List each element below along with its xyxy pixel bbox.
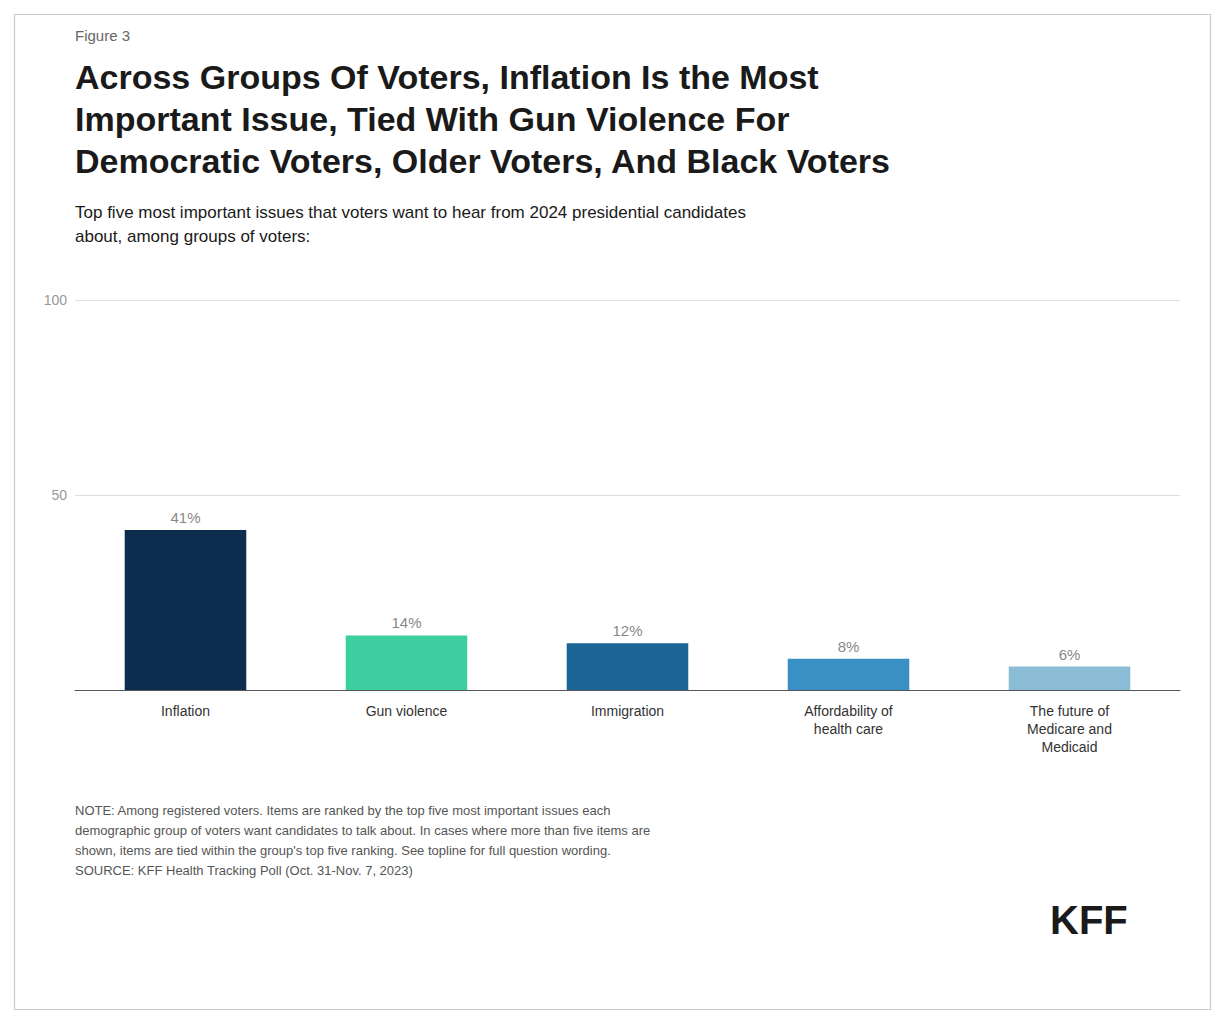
svg-text:KFF: KFF bbox=[1050, 898, 1128, 942]
svg-text:demographic group of voters wa: demographic group of voters want candida… bbox=[75, 823, 650, 838]
svg-text:12%: 12% bbox=[612, 622, 642, 639]
svg-text:health care: health care bbox=[814, 721, 883, 737]
svg-text:Top five most important issues: Top five most important issues that vote… bbox=[75, 203, 746, 222]
svg-text:Medicaid: Medicaid bbox=[1041, 739, 1097, 755]
svg-text:Immigration: Immigration bbox=[591, 703, 664, 719]
svg-text:about, among groups of voters:: about, among groups of voters: bbox=[75, 227, 310, 246]
svg-text:Affordability of: Affordability of bbox=[804, 703, 893, 719]
svg-text:50: 50 bbox=[51, 487, 67, 503]
svg-text:8%: 8% bbox=[838, 638, 860, 655]
svg-text:shown, items are tied within t: shown, items are tied within the group's… bbox=[75, 843, 611, 858]
svg-text:Gun violence: Gun violence bbox=[366, 703, 448, 719]
svg-text:SOURCE: KFF Health Tracking Po: SOURCE: KFF Health Tracking Poll (Oct. 3… bbox=[75, 863, 413, 878]
svg-text:Across Groups Of Voters, Infla: Across Groups Of Voters, Inflation Is th… bbox=[75, 58, 819, 96]
svg-text:The future of: The future of bbox=[1030, 703, 1109, 719]
svg-text:Inflation: Inflation bbox=[161, 703, 210, 719]
svg-text:NOTE: Among registered voters.: NOTE: Among registered voters. Items are… bbox=[75, 803, 610, 818]
svg-text:100: 100 bbox=[44, 292, 68, 308]
svg-text:Important Issue, Tied With Gun: Important Issue, Tied With Gun Violence … bbox=[75, 100, 789, 138]
svg-text:14%: 14% bbox=[391, 614, 421, 631]
svg-text:41%: 41% bbox=[170, 509, 200, 526]
svg-text:Medicare and: Medicare and bbox=[1027, 721, 1112, 737]
svg-text:6%: 6% bbox=[1059, 646, 1081, 663]
svg-text:Democratic Voters, Older Voter: Democratic Voters, Older Voters, And Bla… bbox=[75, 142, 890, 180]
svg-text:Figure 3: Figure 3 bbox=[75, 27, 130, 44]
